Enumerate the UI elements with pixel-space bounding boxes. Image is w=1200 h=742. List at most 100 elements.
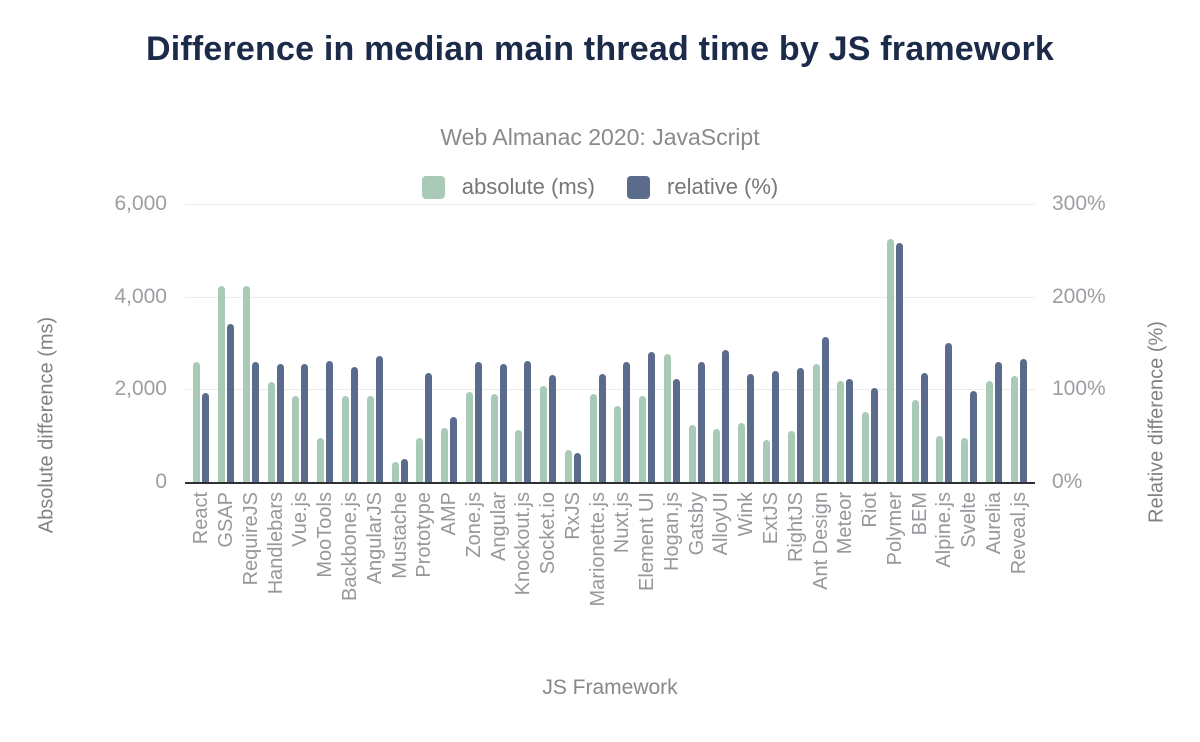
bar-group: RightJS	[783, 204, 808, 562]
bar-absolute[interactable]	[862, 412, 870, 482]
bar-relative[interactable]	[821, 336, 829, 482]
bar-absolute[interactable]	[441, 427, 449, 482]
bar-absolute[interactable]	[416, 437, 424, 482]
bar-relative[interactable]	[549, 374, 557, 482]
bar-absolute[interactable]	[1010, 375, 1018, 482]
gridline	[185, 204, 1035, 205]
x-axis-category-label: AngularJS	[363, 492, 386, 585]
bar-group: Ant Design	[808, 204, 833, 590]
bar-relative[interactable]	[697, 362, 705, 482]
bar-absolute[interactable]	[837, 381, 845, 482]
bar-absolute[interactable]	[366, 396, 374, 482]
bar-relative[interactable]	[450, 417, 458, 482]
bar-group: AMP	[437, 204, 462, 535]
bar-absolute[interactable]	[787, 430, 795, 482]
bar-relative[interactable]	[895, 242, 903, 482]
bar-relative[interactable]	[425, 372, 433, 482]
bar-relative[interactable]	[474, 362, 482, 482]
x-axis-category-label: RightJS	[784, 492, 807, 563]
bar-absolute[interactable]	[713, 428, 721, 482]
bar-relative[interactable]	[945, 343, 953, 482]
bar-relative[interactable]	[871, 388, 879, 482]
bar-relative[interactable]	[747, 373, 755, 482]
chart-title: Difference in median main thread time by…	[145, 30, 1055, 68]
bar-absolute[interactable]	[292, 396, 300, 482]
bar-absolute[interactable]	[688, 424, 696, 482]
x-axis-category-label: Angular	[487, 492, 510, 561]
bar-relative[interactable]	[994, 361, 1002, 482]
bar-absolute[interactable]	[317, 437, 325, 482]
bar-relative[interactable]	[227, 323, 235, 482]
bar-relative[interactable]	[573, 453, 581, 482]
gridline	[185, 389, 1035, 391]
bar-relative[interactable]	[326, 360, 334, 482]
bar-relative[interactable]	[350, 367, 358, 482]
bar-relative[interactable]	[301, 364, 309, 482]
bar-absolute[interactable]	[936, 436, 944, 482]
bar-relative[interactable]	[202, 393, 210, 482]
bar-relative[interactable]	[524, 360, 532, 482]
bar-relative[interactable]	[846, 379, 854, 482]
bar-relative[interactable]	[251, 361, 259, 482]
bar-relative[interactable]	[623, 362, 631, 482]
bar-relative[interactable]	[771, 370, 779, 482]
bar-absolute[interactable]	[540, 386, 548, 482]
bar-absolute[interactable]	[961, 438, 969, 482]
x-axis-category-label: Marionette.js	[586, 492, 609, 607]
y-axis-right-ticks: 300% 200% 100% 0%	[1052, 192, 1192, 493]
bar-absolute[interactable]	[639, 396, 647, 482]
bar-relative[interactable]	[375, 355, 383, 482]
legend-item-absolute: absolute (ms)	[421, 174, 595, 200]
axis-tick-label: 2,000	[114, 377, 167, 401]
x-axis-category-label: Reveal.js	[1007, 492, 1030, 575]
axis-tick-label: 0	[155, 470, 167, 493]
bar-absolute[interactable]	[614, 406, 622, 482]
bar-absolute[interactable]	[490, 393, 498, 482]
bar-absolute[interactable]	[341, 396, 349, 482]
axis-tick-label: 4,000	[114, 284, 167, 308]
bar-group: Prototype	[412, 204, 437, 578]
y-axis-right-title: Relative difference (%)	[1145, 321, 1168, 523]
bar-absolute[interactable]	[738, 422, 746, 482]
bar-absolute[interactable]	[911, 399, 919, 482]
bar-group: Aurelia	[982, 204, 1007, 554]
bar-absolute[interactable]	[762, 440, 770, 482]
bar-absolute[interactable]	[886, 239, 894, 482]
bar-relative[interactable]	[722, 350, 730, 482]
bar-group: Handlebars	[263, 204, 288, 594]
bar-absolute[interactable]	[193, 361, 201, 482]
bar-group: GSAP	[214, 204, 239, 548]
bar-absolute[interactable]	[465, 392, 473, 482]
bar-absolute[interactable]	[985, 381, 993, 482]
bar-relative[interactable]	[970, 391, 978, 482]
bar-relative[interactable]	[920, 372, 928, 482]
bar-absolute[interactable]	[812, 363, 820, 482]
bar-relative[interactable]	[276, 364, 284, 482]
bar-group: React	[189, 204, 214, 544]
bar-group: MooTools	[313, 204, 338, 578]
bar-absolute[interactable]	[391, 462, 399, 482]
bar-relative[interactable]	[672, 379, 680, 482]
bar-absolute[interactable]	[267, 381, 275, 482]
bar-absolute[interactable]	[242, 286, 250, 482]
bar-relative[interactable]	[400, 458, 408, 482]
bar-relative[interactable]	[648, 352, 656, 482]
bar-absolute[interactable]	[663, 353, 671, 482]
bar-group: Svelte	[957, 204, 982, 548]
bar-absolute[interactable]	[589, 393, 597, 482]
bar-relative[interactable]	[499, 364, 507, 482]
y-axis-left-title: Absolute difference (ms)	[35, 316, 58, 534]
x-axis-category-label: Mustache	[388, 492, 411, 579]
bar-group: Marionette.js	[585, 204, 610, 607]
x-axis-category-label: Vue.js	[289, 492, 312, 547]
bar-relative[interactable]	[598, 373, 606, 482]
x-axis-category-label: AlloyUI	[710, 492, 733, 556]
x-axis-title: JS Framework	[542, 676, 678, 699]
bar-absolute[interactable]	[218, 285, 226, 482]
bar-relative[interactable]	[1019, 358, 1027, 482]
bar-absolute[interactable]	[564, 449, 572, 482]
bar-absolute[interactable]	[515, 430, 523, 482]
bar-relative[interactable]	[796, 368, 804, 482]
bar-group: Hogan.js	[660, 204, 685, 571]
